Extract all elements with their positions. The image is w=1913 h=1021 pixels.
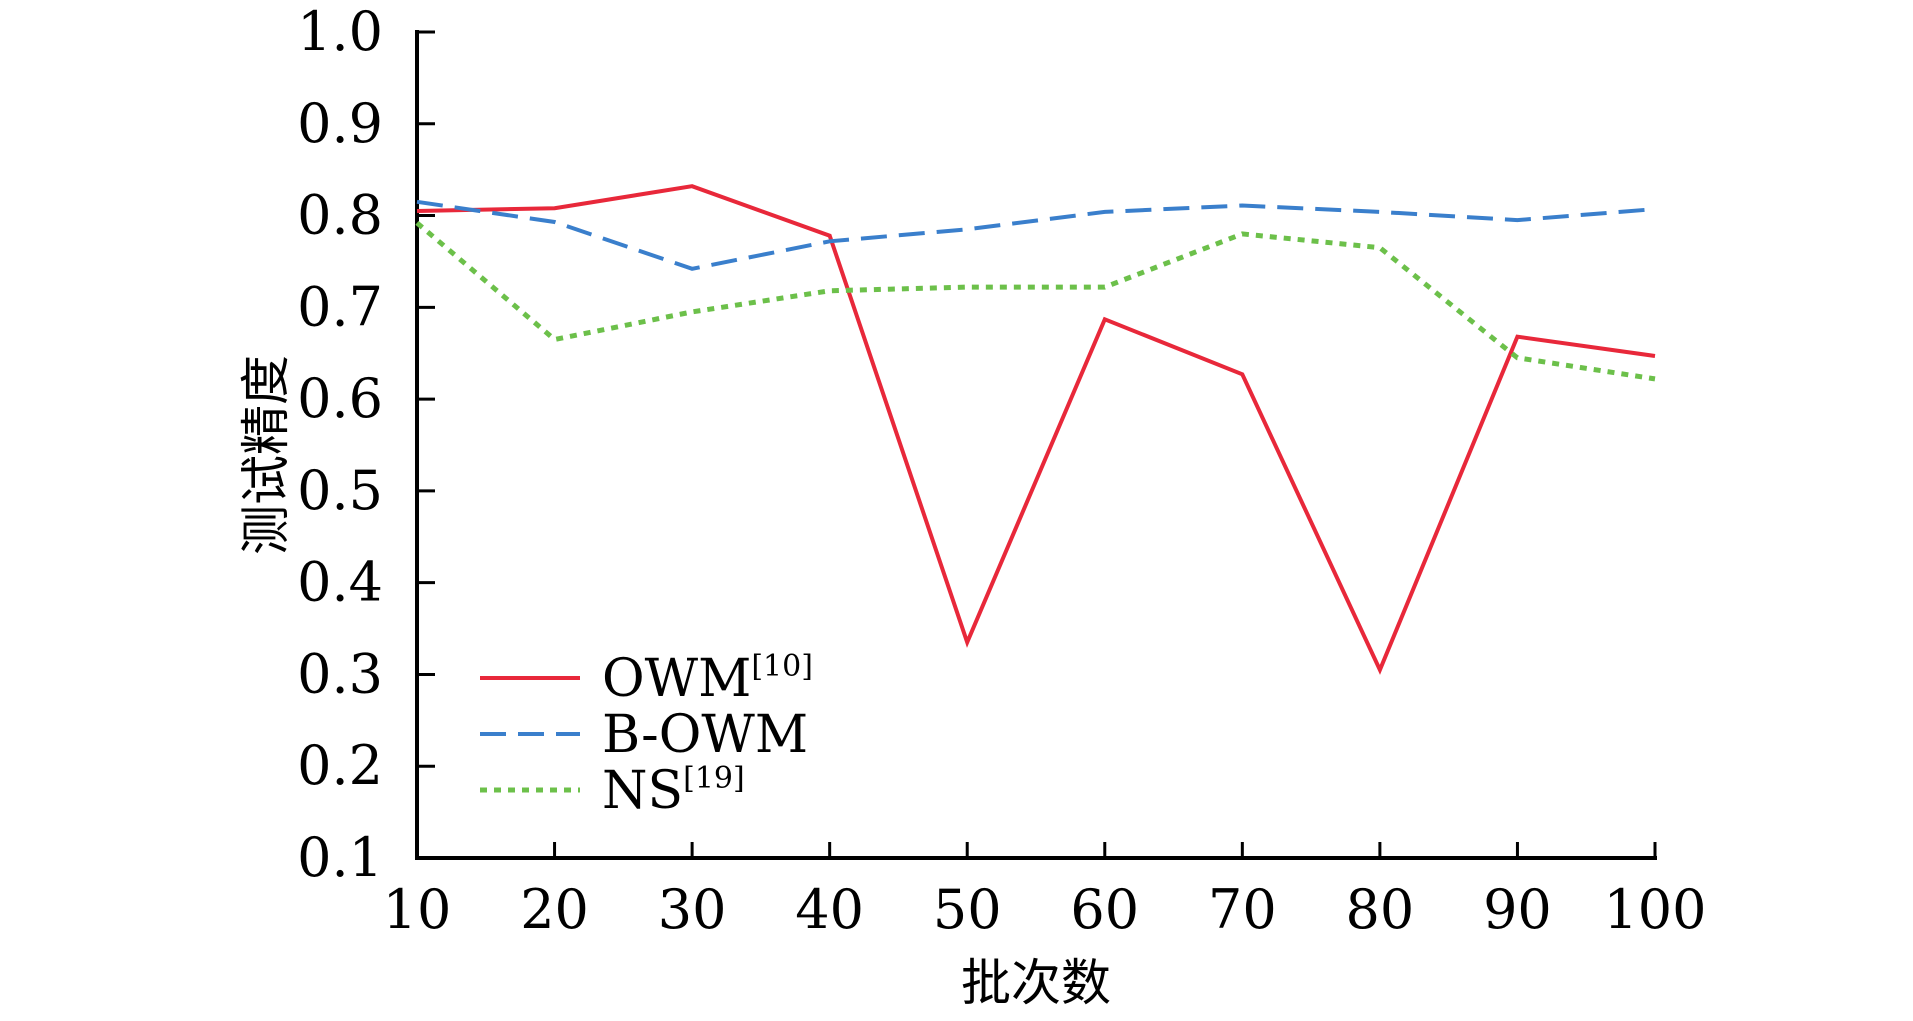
legend-label: B-OWM <box>602 705 808 765</box>
series-line-owm <box>416 184 1656 675</box>
legend-citation: [10] <box>751 649 813 684</box>
x-tick-label: 80 <box>1346 878 1415 941</box>
x-tick-label: 70 <box>1208 878 1277 941</box>
x-tick-label: 90 <box>1483 878 1552 941</box>
y-tick-label: 0.1 <box>297 826 383 889</box>
y-tick-label: 0.3 <box>297 642 383 705</box>
y-tick-label: 0.6 <box>297 367 383 430</box>
series-line-ns <box>415 220 1656 382</box>
axes: 0.1 0.2 0.3 0.4 0.5 0.6 0.7 0.8 0.9 1.0 10 20 30 40 5… <box>297 0 1706 941</box>
x-tick-label: 40 <box>795 878 864 941</box>
y-tick-label: 0.8 <box>297 184 383 247</box>
y-axis-label: 测试精度 <box>237 355 295 555</box>
legend-citation: [19] <box>683 761 745 796</box>
y-axis-ticks: 0.1 0.2 0.3 0.4 0.5 0.6 0.7 0.8 0.9 1.0 <box>297 0 435 889</box>
x-tick-label: 100 <box>1603 878 1706 941</box>
x-tick-label: 20 <box>520 878 589 941</box>
y-tick-label: 0.4 <box>297 551 383 614</box>
legend-series-name: OWM <box>602 649 751 709</box>
legend-series-name: NS <box>602 761 683 821</box>
y-tick-label: 0.2 <box>297 734 383 797</box>
y-tick-label: 0.7 <box>297 275 383 338</box>
x-tick-label: 10 <box>383 878 452 941</box>
x-tick-label: 30 <box>658 878 727 941</box>
x-axis-ticks: 10 20 30 40 50 60 70 80 90 100 <box>383 842 1707 941</box>
y-tick-label: 0.9 <box>297 92 383 155</box>
legend-label: NS[19] <box>602 761 745 821</box>
y-tick-label: 1.0 <box>297 0 383 63</box>
series-lines <box>415 184 1656 675</box>
x-axis-label: 批次数 <box>961 954 1111 1012</box>
y-tick-label: 0.5 <box>297 459 383 522</box>
legend-series-name: B-OWM <box>602 705 808 765</box>
series-line-b-owm <box>416 199 1656 271</box>
x-tick-label: 50 <box>933 878 1002 941</box>
x-tick-label: 60 <box>1070 878 1139 941</box>
legend-label: OWM[10] <box>602 649 813 709</box>
